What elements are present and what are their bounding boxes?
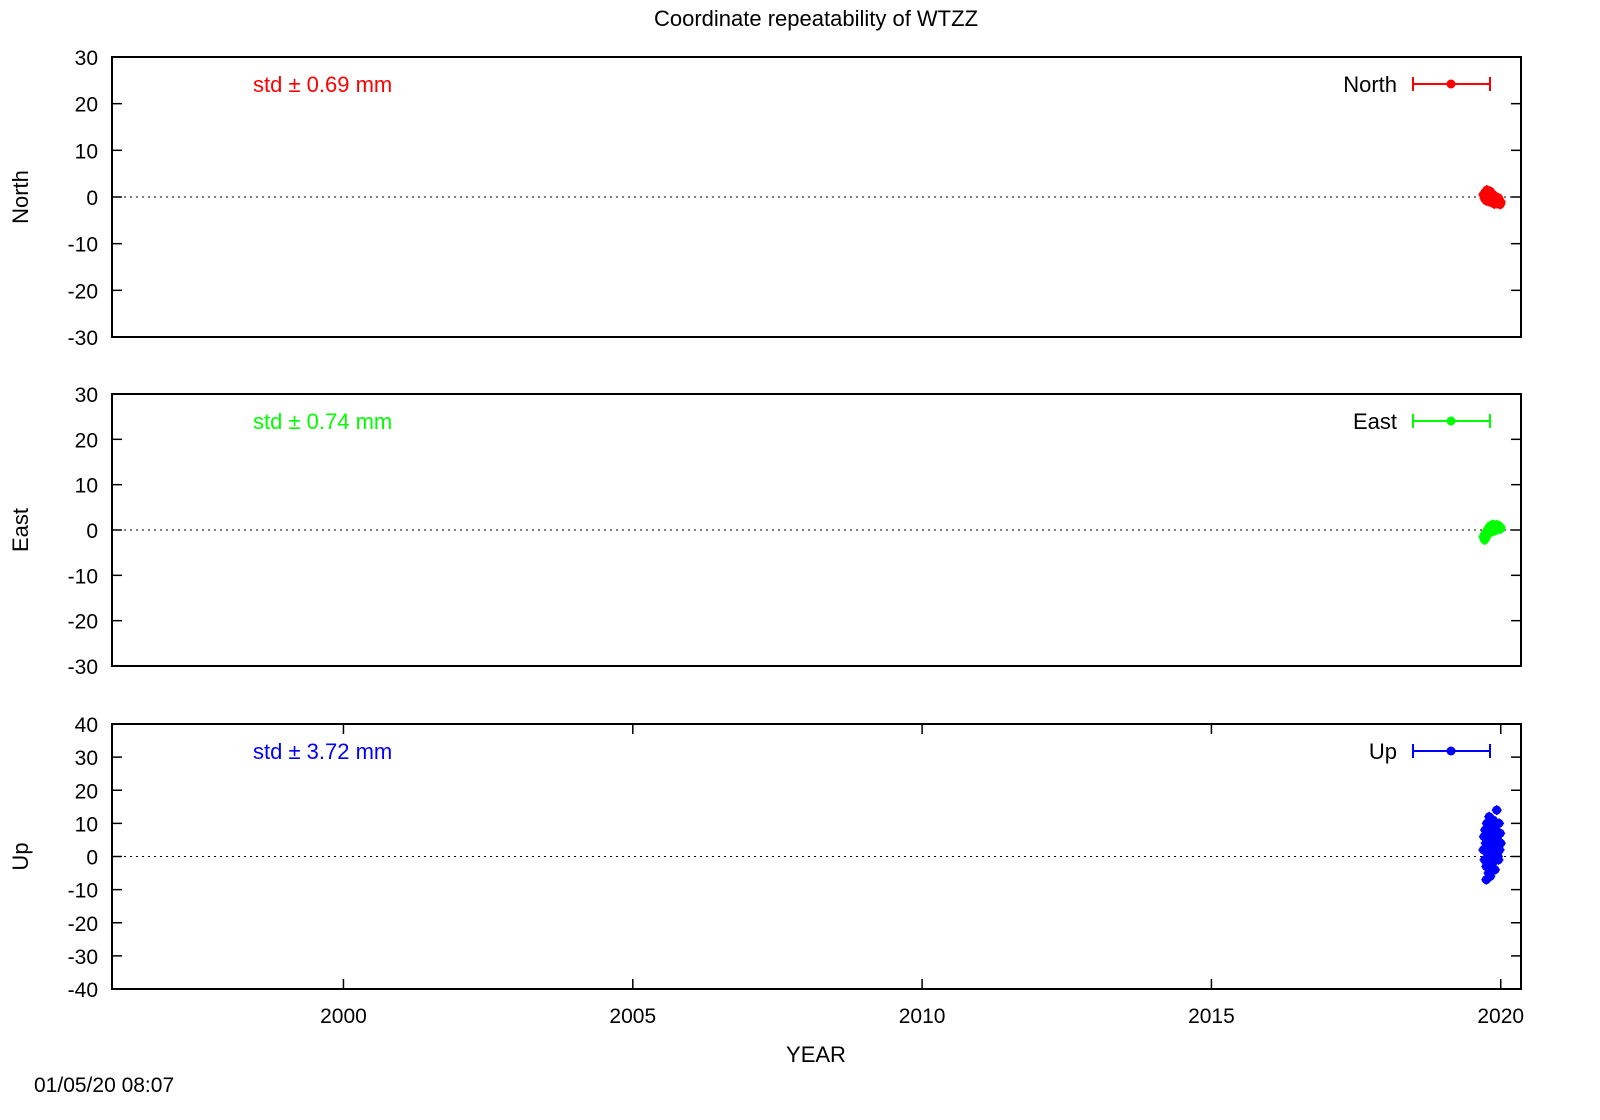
- data-point: [1492, 851, 1503, 862]
- y-tick-label: 10: [75, 140, 98, 163]
- y-tick-label: -10: [68, 880, 98, 903]
- y-tick-label: 30: [75, 747, 98, 770]
- x-axis-label: YEAR: [786, 1042, 846, 1067]
- y-tick-label: -30: [68, 327, 98, 350]
- series-north: [1478, 185, 1506, 210]
- chart-title: Coordinate repeatability of WTZZ: [654, 6, 978, 31]
- y-tick-label: -30: [68, 656, 98, 679]
- legend-marker-east: [1412, 414, 1491, 428]
- y-tick-label: -20: [68, 913, 98, 936]
- y-tick-label: 0: [86, 520, 98, 543]
- std-label-east: std ± 0.74 mm: [253, 409, 392, 434]
- std-label-up: std ± 3.72 mm: [253, 739, 392, 764]
- y-tick-label: -40: [68, 979, 98, 1002]
- x-tick-label: 2020: [1477, 1005, 1524, 1028]
- std-label-north: std ± 0.69 mm: [253, 72, 392, 97]
- legend-marker-north: [1412, 77, 1491, 91]
- data-point: [1491, 805, 1502, 816]
- y-axis-label-north: North: [8, 170, 33, 224]
- data-point: [1495, 838, 1506, 849]
- legend-marker-up: [1412, 744, 1491, 758]
- x-tick-label: 2010: [899, 1005, 946, 1028]
- y-tick-label: 10: [75, 813, 98, 836]
- y-tick-label: -10: [68, 565, 98, 588]
- y-axis-label-east: East: [8, 508, 33, 552]
- y-tick-label: 20: [75, 94, 98, 117]
- y-tick-label: 30: [75, 47, 98, 70]
- series-up: [1478, 805, 1506, 885]
- x-tick-label: 2005: [609, 1005, 656, 1028]
- y-tick-label: 40: [75, 714, 98, 737]
- y-tick-label: 0: [86, 187, 98, 210]
- legend-label-east: East: [1353, 409, 1397, 434]
- data-point: [1484, 811, 1495, 822]
- legend-label-north: North: [1343, 72, 1397, 97]
- data-point: [1489, 821, 1500, 832]
- data-point: [1495, 828, 1506, 839]
- y-tick-label: -20: [68, 280, 98, 303]
- data-point: [1487, 861, 1498, 872]
- y-tick-label: 0: [86, 847, 98, 870]
- panel-east: -30 -20 -10 0 10 20 30 East std ± 0.74 mm East: [8, 384, 1522, 679]
- panel-north: -30 -20 -10 0 10 20 30 North std ± 0.69 mm North: [8, 47, 1522, 350]
- data-point: [1495, 522, 1506, 533]
- series-east: [1478, 519, 1506, 545]
- data-point: [1495, 197, 1506, 208]
- legend-label-up: Up: [1369, 739, 1397, 764]
- y-tick-label: 10: [75, 475, 98, 498]
- x-tick-label: 2000: [320, 1005, 367, 1028]
- y-tick-label: -10: [68, 234, 98, 257]
- y-tick-label: -20: [68, 611, 98, 634]
- y-tick-label: 20: [75, 429, 98, 452]
- x-tick-labels: 2000 2005 2010 2015 2020: [320, 1005, 1524, 1028]
- data-point: [1481, 874, 1492, 885]
- timestamp: 01/05/20 08:07: [34, 1074, 174, 1097]
- y-tick-label: 20: [75, 780, 98, 803]
- y-axis-label-up: Up: [8, 842, 33, 870]
- panel-up: -40 -30 -20 -10 0 10 20 30 40 Up std ± 3.72 mm Up: [8, 714, 1522, 1002]
- y-tick-label: -30: [68, 946, 98, 969]
- y-tick-label: 30: [75, 384, 98, 407]
- x-tick-label: 2015: [1188, 1005, 1235, 1028]
